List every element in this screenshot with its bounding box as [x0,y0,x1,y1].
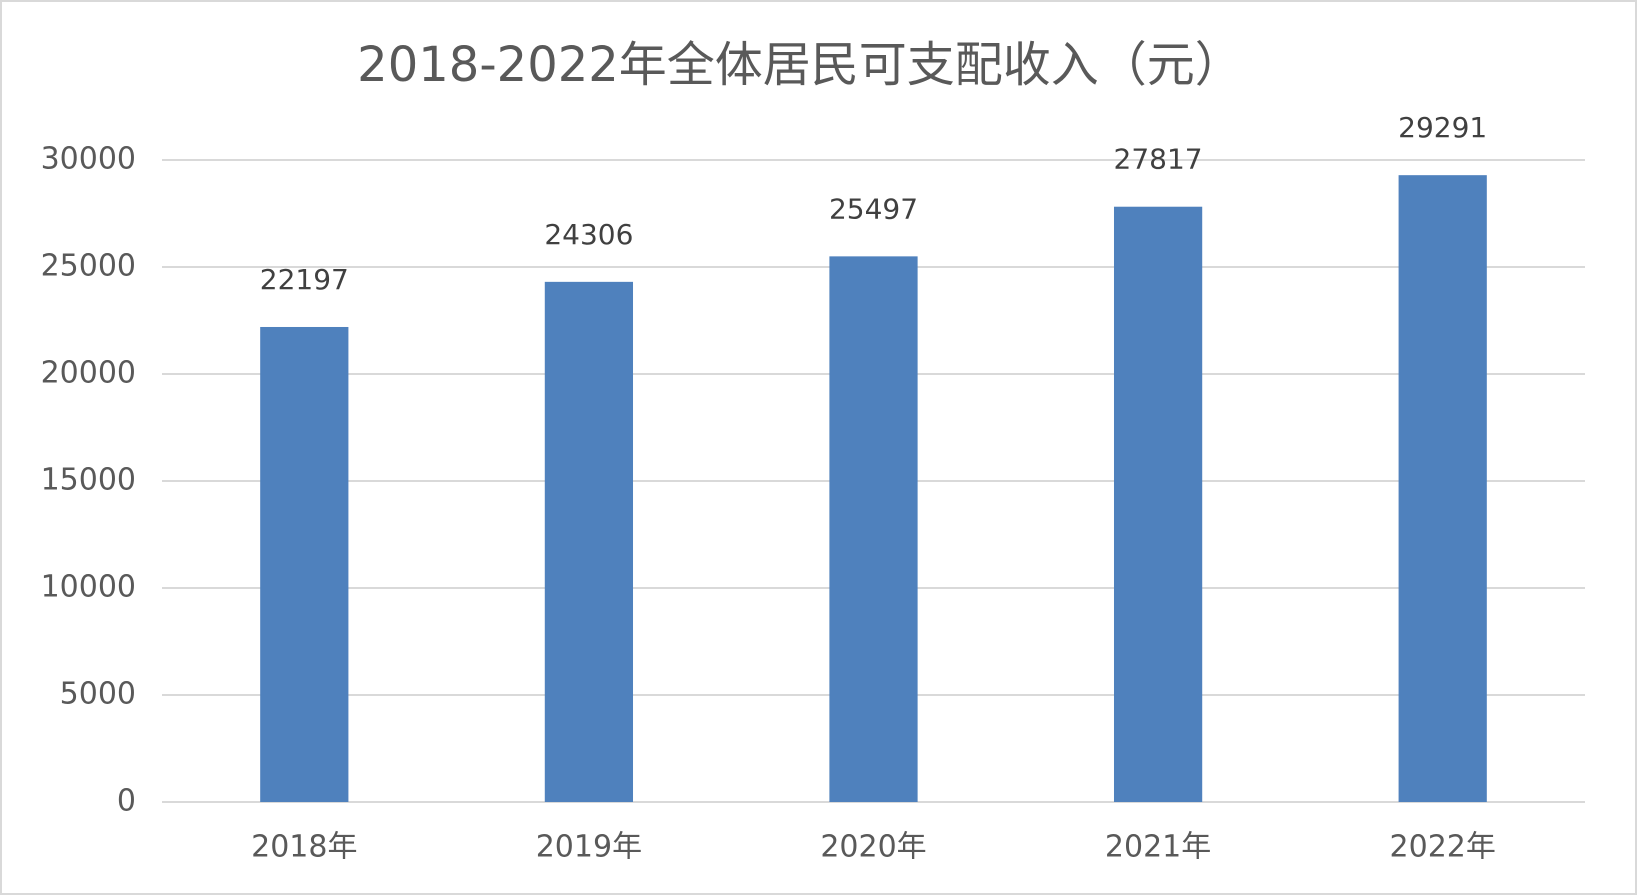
value-label: 25497 [829,192,918,225]
value-label: 24306 [544,218,633,251]
x-tick-label: 2020年 [820,830,926,865]
y-tick-label: 0 [117,784,136,819]
value-label: 22197 [260,263,349,296]
bar [1113,206,1203,803]
x-tick-label: 2021年 [1105,830,1211,865]
x-tick-label: 2022年 [1390,830,1496,865]
chart-title: 2018-2022年全体居民可支配收入（元） [357,37,1243,93]
value-label: 27817 [1114,143,1203,176]
x-tick-label: 2019年 [536,830,642,865]
y-tick-label: 20000 [41,356,136,391]
y-tick-label: 25000 [41,249,136,284]
y-tick-label: 30000 [41,142,136,177]
bar [544,281,634,803]
y-tick-label: 5000 [60,677,136,712]
x-tick-label: 2018年 [251,830,357,865]
bar [829,256,918,802]
bar [1398,175,1487,802]
bar [260,326,349,802]
y-tick-label: 10000 [41,570,136,605]
value-label: 29291 [1398,111,1487,144]
y-tick-label: 15000 [41,463,136,498]
